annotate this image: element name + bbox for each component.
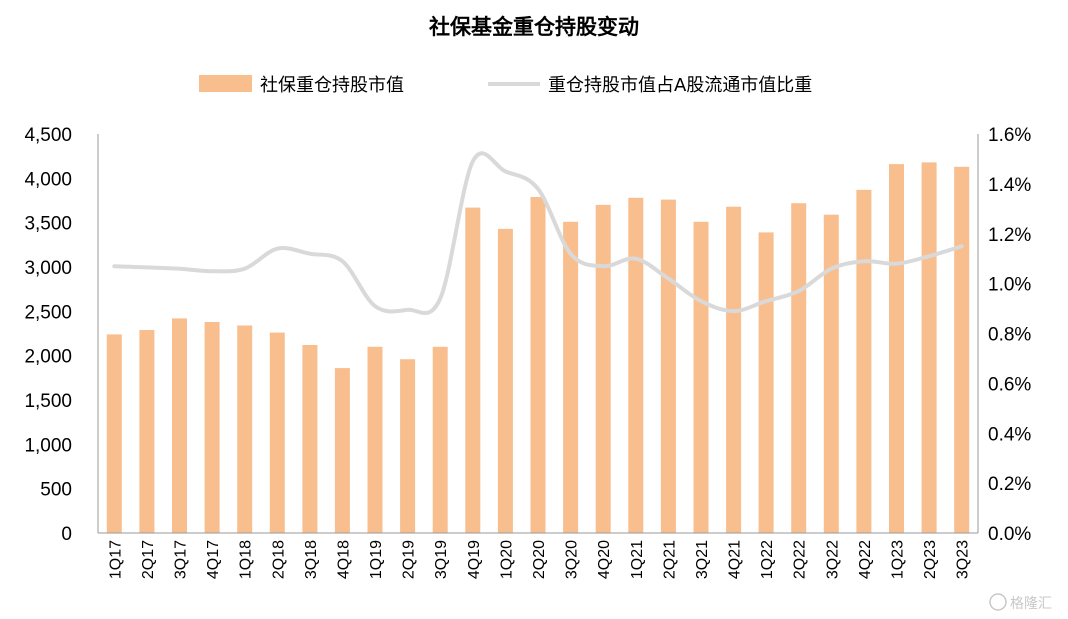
y-left-tick-label: 1,500 xyxy=(24,391,72,412)
bar xyxy=(530,197,546,533)
y-right-tick-label: 1.0% xyxy=(988,275,1031,296)
y-right-tick-label: 0.6% xyxy=(988,374,1031,395)
bar xyxy=(595,204,611,533)
axes xyxy=(97,134,979,534)
x-tick-label: 3Q19 xyxy=(433,540,450,579)
legend-label-line: 重仓持股市值占A股流通市值比重 xyxy=(548,75,812,96)
y-left-tick-label: 1,000 xyxy=(24,435,72,456)
bar xyxy=(465,207,481,533)
bar xyxy=(563,221,579,534)
y-axis-right: 0.0% 0.2% 0.4% 0.6% 0.8% 1.0% 1.2% 1.4% 1.6% xyxy=(988,125,1031,545)
x-tick-label: 4Q19 xyxy=(466,540,483,579)
y-left-tick-label: 500 xyxy=(40,480,72,501)
x-tick-label: 4Q22 xyxy=(857,540,874,579)
bar xyxy=(172,318,187,533)
x-tick-label: 3Q17 xyxy=(173,540,190,579)
bar xyxy=(889,164,904,533)
bar xyxy=(106,334,122,533)
x-axis: 1Q17 2Q17 3Q17 4Q17 1Q18 2Q18 3Q18 4Q18 1Q19 2Q19… xyxy=(107,540,971,579)
x-tick-label: 2Q19 xyxy=(401,540,418,579)
bar xyxy=(432,346,448,533)
x-tick-label: 4Q20 xyxy=(596,540,613,579)
legend-label-bar: 社保重仓持股市值 xyxy=(260,75,404,96)
x-tick-label: 3Q20 xyxy=(564,540,581,579)
y-left-tick-label: 2,500 xyxy=(24,302,72,323)
line-series xyxy=(112,151,964,316)
x-tick-label: 3Q18 xyxy=(303,540,320,579)
x-tick-label: 1Q20 xyxy=(498,540,515,579)
bar xyxy=(334,368,350,533)
bar-series xyxy=(106,162,970,534)
y-left-tick-label: 4,500 xyxy=(24,125,72,146)
bar xyxy=(856,189,872,533)
x-tick-label: 1Q17 xyxy=(107,540,124,579)
y-left-tick-label: 0 xyxy=(61,524,72,545)
y-right-tick-label: 1.2% xyxy=(988,225,1031,246)
x-tick-label: 2Q18 xyxy=(270,540,287,579)
y-left-tick-label: 3,000 xyxy=(24,258,72,279)
legend: 社保重仓持股市值 重仓持股市值占A股流通市值比重 xyxy=(199,75,812,96)
bar xyxy=(954,166,970,534)
bar xyxy=(367,346,383,533)
y-right-tick-label: 0.2% xyxy=(988,474,1031,495)
y-right-tick-label: 1.6% xyxy=(988,125,1031,146)
bar xyxy=(139,330,155,533)
x-tick-label: 2Q20 xyxy=(531,540,548,579)
bar xyxy=(693,221,709,534)
bar xyxy=(497,228,513,533)
x-tick-label: 2Q17 xyxy=(140,540,157,579)
y-right-tick-label: 0.0% xyxy=(988,524,1031,545)
y-left-tick-label: 3,500 xyxy=(24,214,72,235)
x-tick-label: 1Q19 xyxy=(368,540,385,579)
y-axis-left: 0 500 1,000 1,500 2,000 2,500 3,000 3,500 4,000 4… xyxy=(24,125,72,545)
y-left-tick-label: 2,000 xyxy=(24,347,72,368)
line-series-path xyxy=(112,151,964,316)
x-tick-label: 1Q23 xyxy=(890,540,907,579)
bar xyxy=(791,203,807,533)
x-tick-label: 4Q17 xyxy=(205,540,222,579)
watermark-text: 格隆汇 xyxy=(1010,596,1052,612)
bar xyxy=(204,322,220,533)
x-tick-label: 2Q23 xyxy=(922,540,939,579)
x-tick-label: 1Q21 xyxy=(629,540,646,579)
bar xyxy=(823,214,839,533)
chart-title: 社保基金重仓持股变动 xyxy=(428,15,639,39)
x-tick-label: 3Q22 xyxy=(824,540,841,579)
y-left-tick-label: 4,000 xyxy=(24,169,72,190)
bar xyxy=(302,345,318,533)
y-right-tick-label: 1.4% xyxy=(988,175,1031,196)
bar xyxy=(628,197,644,534)
watermark: 格隆汇 xyxy=(989,593,1052,612)
bar xyxy=(921,162,937,533)
bar xyxy=(726,206,742,533)
legend-swatch-bar xyxy=(199,75,252,92)
bar xyxy=(400,359,416,533)
bar xyxy=(237,325,253,533)
watermark-logo-icon xyxy=(989,593,1007,611)
x-tick-label: 2Q21 xyxy=(661,540,678,579)
x-tick-label: 1Q18 xyxy=(238,540,255,579)
bar xyxy=(660,199,676,533)
y-right-tick-label: 0.4% xyxy=(988,424,1031,445)
x-tick-label: 3Q23 xyxy=(955,540,972,579)
bar xyxy=(269,332,285,533)
y-right-tick-label: 0.8% xyxy=(988,325,1031,346)
x-tick-label: 2Q22 xyxy=(792,540,809,579)
x-tick-label: 4Q21 xyxy=(727,540,744,579)
bar xyxy=(758,232,774,533)
x-tick-label: 3Q21 xyxy=(694,540,711,579)
x-tick-label: 1Q22 xyxy=(759,540,776,579)
x-tick-label: 4Q18 xyxy=(335,540,352,579)
